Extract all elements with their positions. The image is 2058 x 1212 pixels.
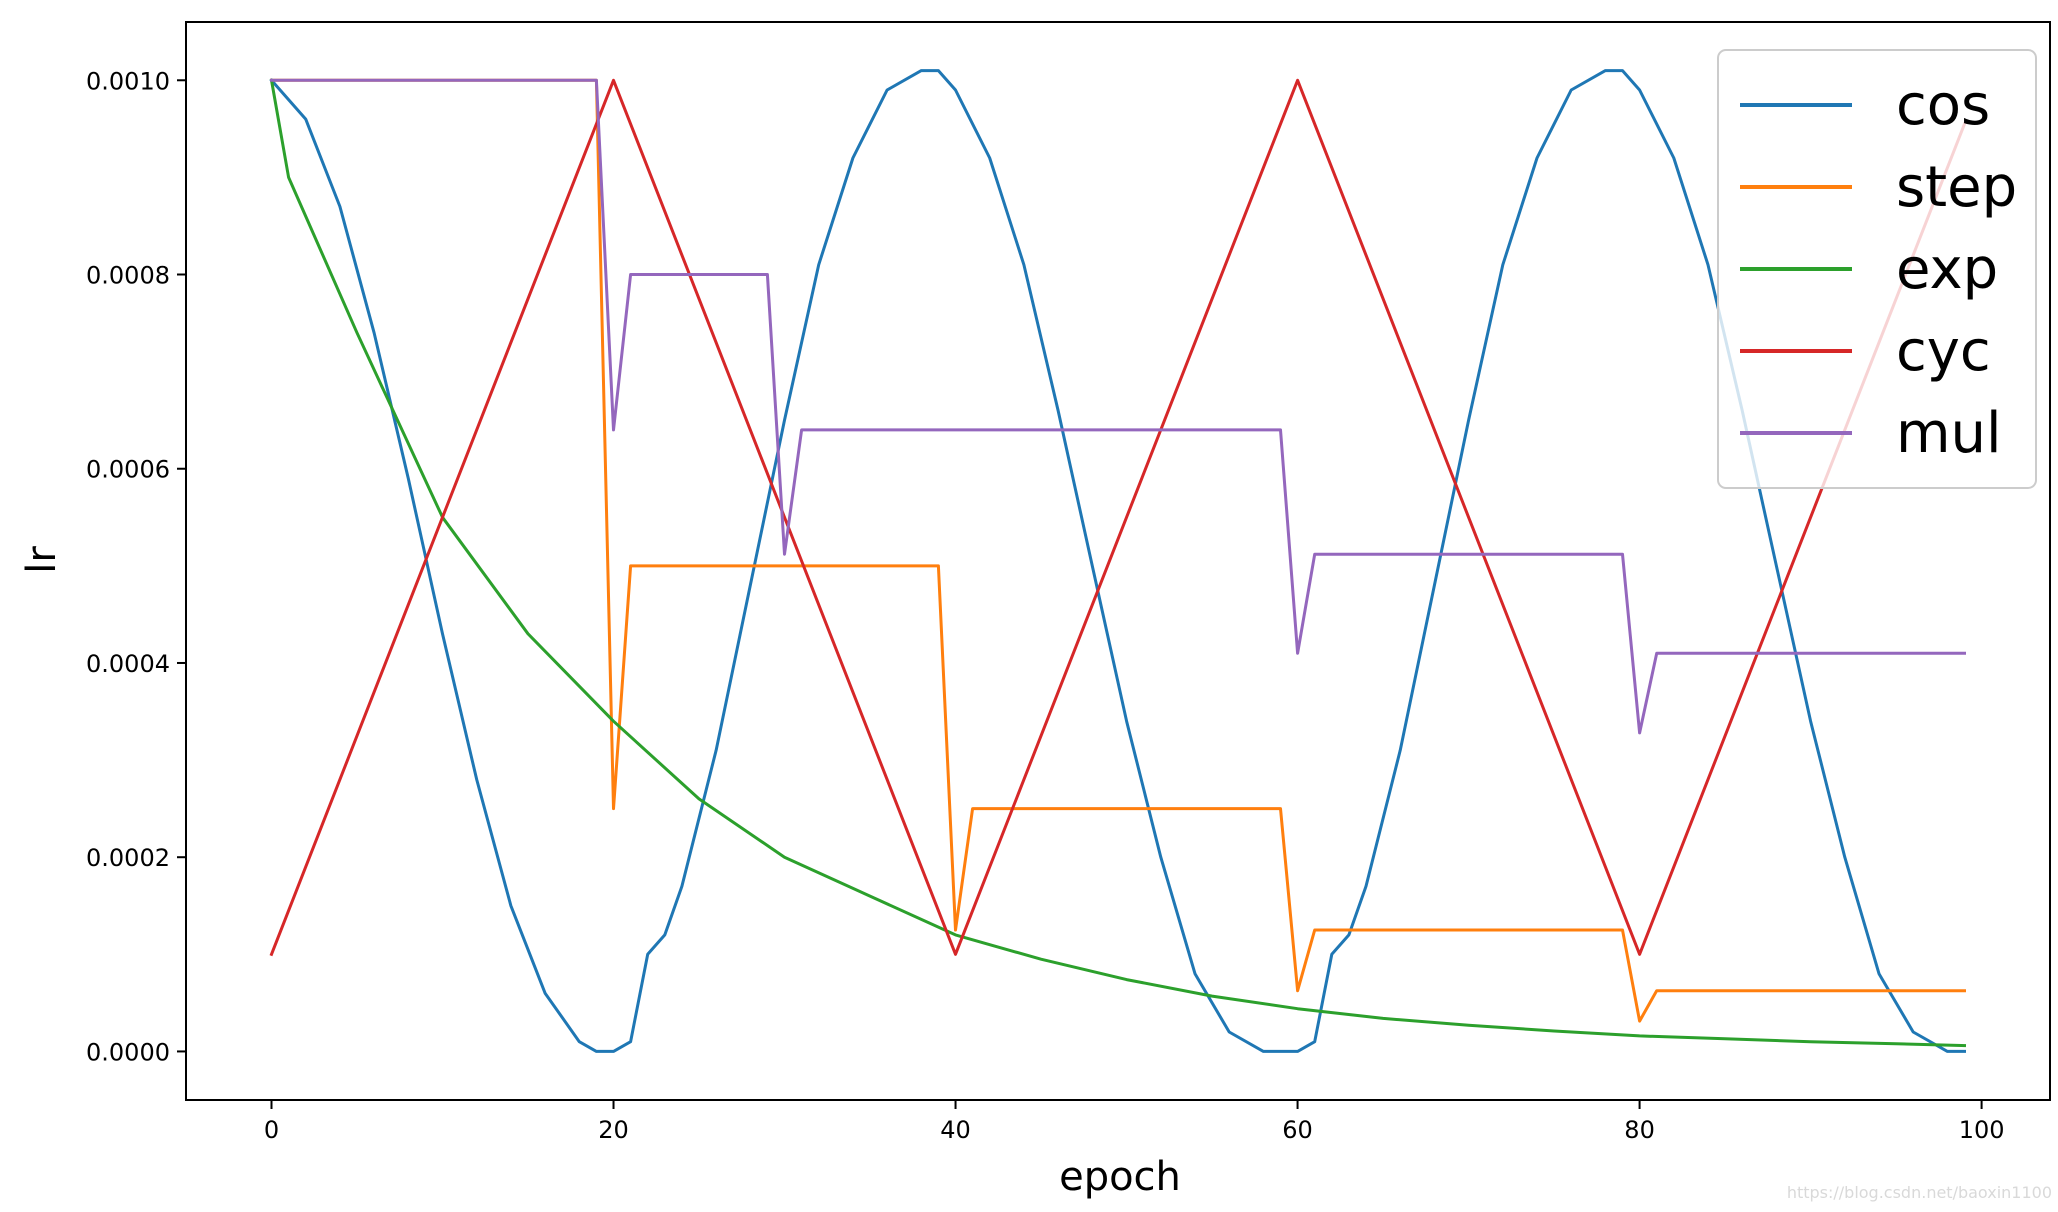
watermark-text: https://blog.csdn.net/baoxin1100 xyxy=(1787,1183,2052,1202)
x-tick-label: 60 xyxy=(1282,1116,1313,1144)
x-tick-label: 20 xyxy=(598,1116,629,1144)
y-tick-label: 0.0006 xyxy=(86,456,170,484)
series-line-mul xyxy=(270,78,1966,735)
legend-label-cos: cos xyxy=(1896,73,1990,138)
y-tick-label: 0.0010 xyxy=(86,67,170,95)
series-line-cyc xyxy=(269,78,1967,957)
axes-layer: 0 20 40 60 80 100 0.0000 0.0002 0.0004 0.0006 0.00… xyxy=(86,21,2051,1144)
legend: cos step exp cyc mul xyxy=(1717,49,2037,489)
x-tick-label: 40 xyxy=(940,1116,971,1144)
series-line-step xyxy=(270,78,1966,1023)
legend-label-exp: exp xyxy=(1896,237,1998,302)
legend-label-mul: mul xyxy=(1896,401,2002,466)
y-tick-label: 0.0000 xyxy=(86,1038,170,1066)
y-tick-label: 0.0008 xyxy=(86,262,170,290)
legend-box xyxy=(1717,49,2037,489)
legend-label-step: step xyxy=(1896,155,2017,220)
x-axis-label: epoch xyxy=(1059,1154,1181,1200)
x-tick-label: 80 xyxy=(1624,1116,1655,1144)
y-tick-label: 0.0002 xyxy=(86,844,170,872)
series-layer xyxy=(269,69,1967,1053)
legend-label-cyc: cyc xyxy=(1896,319,1991,384)
series-line-exp xyxy=(269,78,1967,1048)
x-tick-label: 100 xyxy=(1959,1116,2005,1144)
y-axis-label: lr xyxy=(19,546,65,574)
y-tick-label: 0.0004 xyxy=(86,650,170,678)
x-tick-label: 0 xyxy=(264,1116,279,1144)
plot-frame xyxy=(185,21,2051,1101)
series-line-cos xyxy=(269,69,1966,1053)
